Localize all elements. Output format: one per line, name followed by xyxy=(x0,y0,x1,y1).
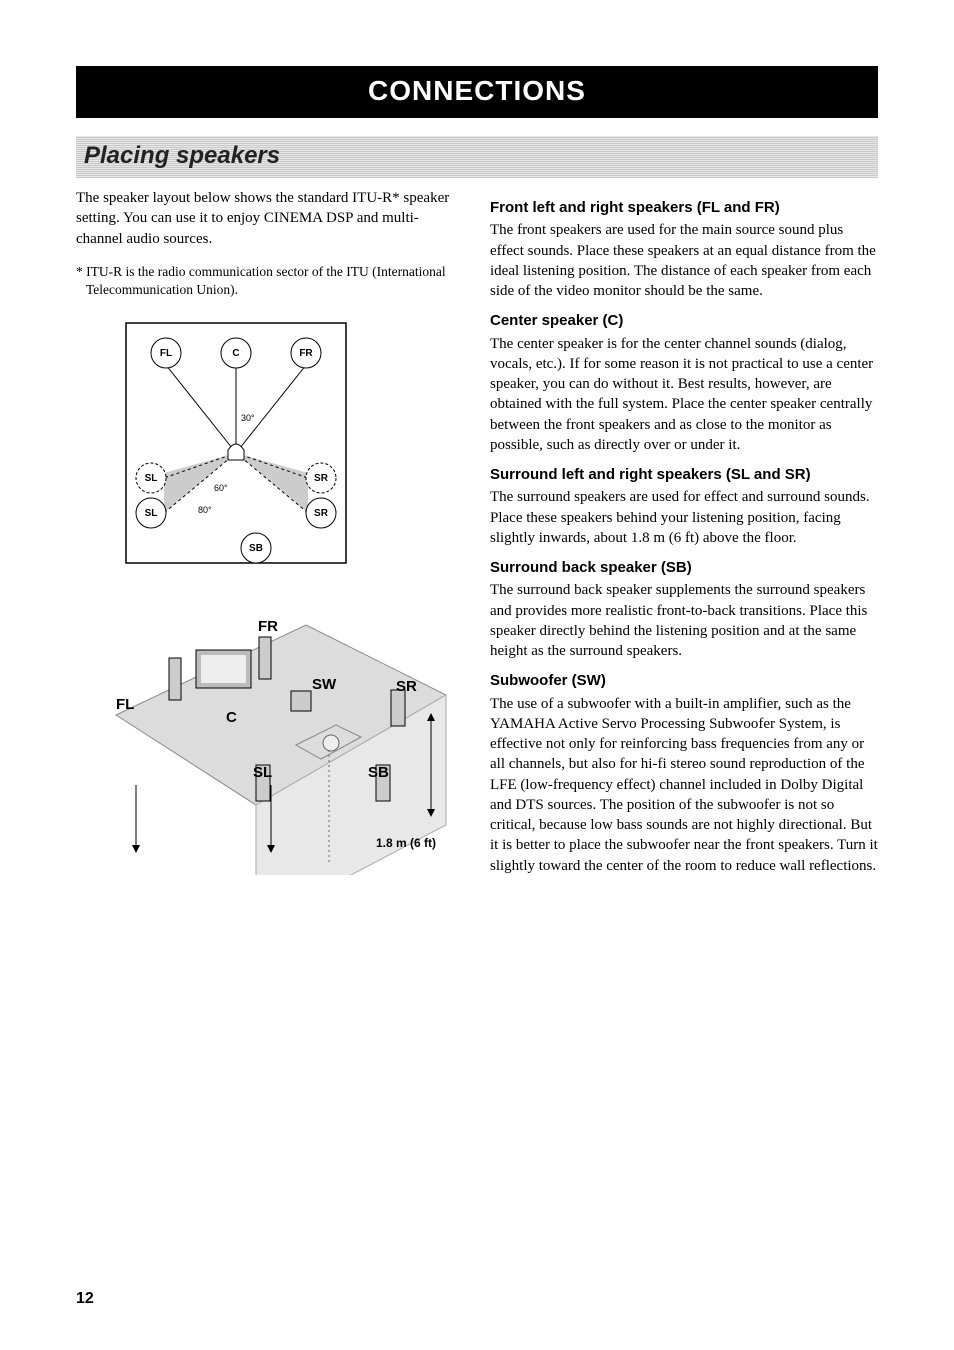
label-sb: SB xyxy=(368,763,389,783)
b-sl-sr: The surround speakers are used for effec… xyxy=(490,487,878,548)
speaker-layout-diagram: 30° 60° 80° FL C FR SL SR SL SR SB xyxy=(76,313,456,573)
b-sw: The use of a subwoofer with a built-in a… xyxy=(490,694,878,876)
h-sl-sr: Surround left and right speakers (SL and… xyxy=(490,465,878,485)
label-sr: SR xyxy=(396,677,417,697)
svg-text:FR: FR xyxy=(299,348,313,359)
h-c: Center speaker (C) xyxy=(490,311,878,331)
intro-text: The speaker layout below shows the stand… xyxy=(76,188,456,249)
footnote-text: * ITU-R is the radio communication secto… xyxy=(76,263,456,299)
svg-text:SL: SL xyxy=(145,473,158,484)
chapter-banner: CONNECTIONS xyxy=(76,66,878,118)
b-sb: The surround back speaker supplements th… xyxy=(490,580,878,661)
label-c: C xyxy=(226,708,237,728)
label-sw: SW xyxy=(312,675,336,695)
label-sl: SL xyxy=(253,763,272,783)
svg-text:30°: 30° xyxy=(241,413,255,423)
b-fl-fr: The front speakers are used for the main… xyxy=(490,220,878,301)
dim-label: 1.8 m (6 ft) xyxy=(376,835,436,851)
speaker-descriptions: Front left and right speakers (FL and FR… xyxy=(490,188,878,884)
svg-text:SL: SL xyxy=(145,508,158,519)
h-sw: Subwoofer (SW) xyxy=(490,671,878,691)
h-fl-fr: Front left and right speakers (FL and FR… xyxy=(490,198,878,218)
label-fr: FR xyxy=(258,617,278,637)
b-c: The center speaker is for the center cha… xyxy=(490,334,878,456)
svg-text:SR: SR xyxy=(314,473,329,484)
svg-text:SB: SB xyxy=(249,543,263,554)
svg-text:60°: 60° xyxy=(214,483,228,493)
h-sb: Surround back speaker (SB) xyxy=(490,558,878,578)
label-fl: FL xyxy=(116,695,134,715)
page-number: 12 xyxy=(76,1288,94,1310)
svg-text:80°: 80° xyxy=(198,505,212,515)
svg-text:C: C xyxy=(232,348,239,359)
section-banner: Placing speakers xyxy=(76,136,878,178)
room-illustration: FR SW SR FL C SL SB 1.8 m (6 ft) xyxy=(76,595,456,875)
svg-text:FL: FL xyxy=(160,348,172,359)
svg-text:SR: SR xyxy=(314,508,329,519)
